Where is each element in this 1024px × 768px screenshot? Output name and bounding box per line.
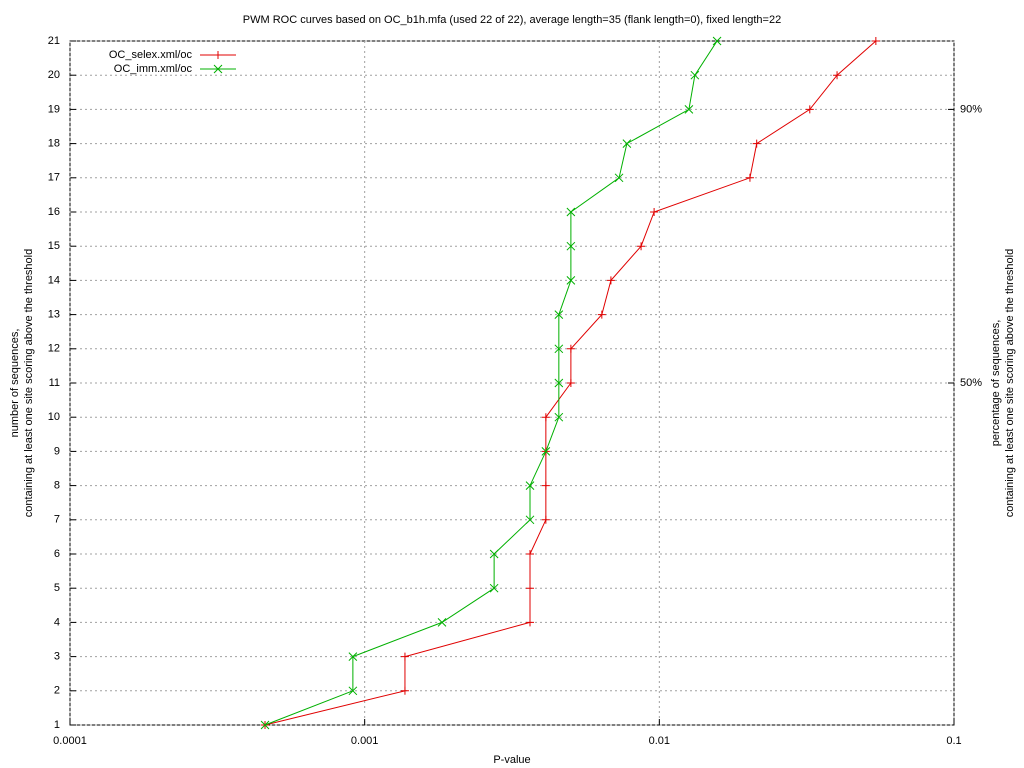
- y-tick-label: 15: [48, 240, 60, 252]
- point-marker: [622, 139, 632, 148]
- point-marker: [554, 412, 564, 422]
- legend-marker: [213, 64, 223, 74]
- y-tick-label: 20: [48, 69, 60, 81]
- point-marker: [260, 720, 270, 730]
- chart-title: PWM ROC curves based on OC_b1h.mfa (used…: [243, 14, 781, 26]
- y2-tick-label: 50%: [960, 377, 982, 389]
- point-marker: [526, 550, 535, 558]
- y2-axis-label: percentage of sequences, containing at l…: [990, 249, 1016, 517]
- y2-axis-label-line: containing at least one site scoring abo…: [1004, 249, 1016, 517]
- point-marker: [541, 413, 550, 422]
- point-marker: [554, 344, 564, 354]
- point-marker: [566, 276, 576, 285]
- point-marker: [752, 139, 761, 148]
- x-tick-label: 0.1: [946, 735, 961, 747]
- y-tick-label: 6: [54, 548, 60, 560]
- y-tick-label: 21: [48, 35, 60, 47]
- y-tick-label: 7: [54, 514, 60, 526]
- y-axis-label-line: number of sequences,: [9, 329, 21, 438]
- point-marker: [400, 686, 409, 695]
- x-axis-label: P-value: [493, 754, 530, 766]
- y-tick-label: 1: [54, 719, 60, 731]
- point-marker: [690, 70, 700, 80]
- point-marker: [566, 344, 575, 353]
- point-marker: [526, 584, 535, 593]
- point-marker: [348, 652, 358, 661]
- y-axis-label: number of sequences, containing at least…: [9, 249, 35, 517]
- point-marker: [526, 618, 535, 627]
- point-marker: [684, 105, 694, 114]
- point-marker: [554, 310, 564, 319]
- point-marker: [489, 549, 499, 559]
- y-tick-label: 17: [48, 172, 60, 184]
- point-marker: [597, 310, 606, 319]
- y-tick-label: 19: [48, 103, 60, 115]
- point-marker: [566, 379, 575, 387]
- point-marker: [833, 71, 842, 80]
- x-tick-label: 0.0001: [53, 735, 87, 747]
- y-tick-label: 3: [54, 651, 60, 663]
- point-marker: [614, 173, 624, 183]
- y-tick-label: 10: [48, 411, 60, 423]
- point-marker: [348, 686, 358, 696]
- point-marker: [541, 515, 550, 524]
- legend-label: OC_imm.xml/oc: [114, 63, 193, 75]
- point-marker: [437, 618, 447, 627]
- legend-label: OC_selex.xml/oc: [109, 49, 193, 61]
- y-tick-label: 13: [48, 309, 60, 321]
- point-marker: [745, 173, 754, 182]
- y-tick-label: 18: [48, 138, 60, 150]
- x-tick-label: 0.001: [351, 735, 379, 747]
- y-tick-label: 14: [48, 274, 60, 286]
- x-tick-label: 0.01: [649, 735, 670, 747]
- point-marker: [541, 447, 551, 456]
- point-marker: [525, 481, 535, 490]
- y-tick-label: 16: [48, 206, 60, 218]
- point-marker: [541, 481, 550, 490]
- point-marker: [566, 207, 576, 217]
- y2-tick-label: 90%: [960, 103, 982, 115]
- y-tick-label: 4: [54, 616, 60, 628]
- y-tick-label: 11: [49, 377, 60, 389]
- point-marker: [637, 242, 646, 251]
- point-marker: [489, 583, 499, 593]
- point-marker: [805, 105, 814, 114]
- y-tick-label: 8: [54, 480, 60, 492]
- y-tick-label: 9: [54, 445, 60, 457]
- point-marker: [606, 276, 615, 285]
- point-marker: [712, 36, 722, 46]
- point-marker: [566, 241, 576, 251]
- y2-axis-label-line: percentage of sequences,: [990, 320, 1002, 447]
- point-marker: [554, 378, 564, 388]
- y-tick-label: 12: [48, 343, 60, 355]
- y-tick-label: 5: [54, 582, 60, 594]
- legend-marker: [214, 51, 222, 59]
- point-marker: [871, 37, 880, 45]
- y-axis-label-line: containing at least one site scoring abo…: [23, 249, 35, 517]
- point-marker: [650, 208, 659, 216]
- y-tick-label: 2: [54, 685, 60, 697]
- point-marker: [525, 515, 535, 525]
- point-marker: [400, 652, 409, 661]
